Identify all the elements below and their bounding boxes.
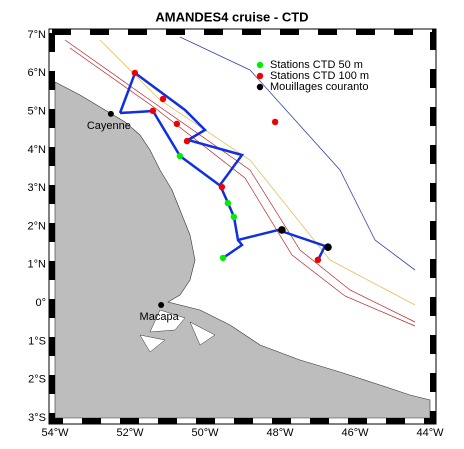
isobath bbox=[64, 39, 416, 323]
x-tick-label: 44°W bbox=[416, 427, 444, 439]
legend-marker bbox=[256, 72, 264, 80]
y-tick-label: 5°N bbox=[28, 106, 47, 118]
land bbox=[54, 81, 431, 419]
x-tick-label: 50°W bbox=[191, 427, 219, 439]
layer: 54°W 52°W 50°W 48°W 46°W 44°W 7°N 6°N 5°N 4°N 3°N 2… bbox=[28, 29, 445, 439]
y-tick-label: 2°S bbox=[28, 374, 46, 386]
y-tick-label: 3°S bbox=[28, 412, 46, 424]
station bbox=[278, 226, 286, 234]
legend-label: Mouillages couranto bbox=[270, 81, 368, 93]
y-tick-label: 6°N bbox=[28, 67, 47, 79]
y-tick-label: 2°N bbox=[28, 220, 47, 232]
legend-label: Stations CTD 50 m bbox=[270, 59, 363, 71]
place-marker bbox=[158, 302, 165, 309]
x-tick-label: 52°W bbox=[116, 427, 144, 439]
station bbox=[218, 183, 226, 191]
y-tick-label: 0° bbox=[35, 297, 46, 309]
station bbox=[314, 256, 322, 264]
x-tick-label: 54°W bbox=[41, 427, 69, 439]
station bbox=[324, 243, 332, 251]
map-title: AMANDES4 cruise - CTD bbox=[155, 9, 308, 24]
legend-marker bbox=[256, 61, 264, 69]
x-tick-label: 48°W bbox=[266, 427, 294, 439]
station bbox=[131, 69, 139, 77]
place-marker bbox=[107, 110, 114, 117]
station bbox=[183, 137, 191, 145]
x-tick-label: 46°W bbox=[341, 427, 369, 439]
y-tick-label: 3°N bbox=[28, 182, 47, 194]
y-tick-label: 1°S bbox=[28, 335, 46, 347]
legend-label: Stations CTD 100 m bbox=[270, 70, 369, 82]
islands bbox=[139, 309, 216, 353]
y-tick-label: 7°N bbox=[28, 29, 47, 41]
isobath bbox=[69, 47, 416, 327]
sea-area bbox=[54, 35, 431, 419]
station bbox=[176, 152, 184, 160]
legend-marker bbox=[256, 83, 264, 91]
station bbox=[219, 254, 227, 262]
y-tick-label: 1°N bbox=[28, 259, 47, 271]
place-label: Cayenne bbox=[87, 120, 131, 132]
station bbox=[173, 120, 181, 128]
place-label: Macapa bbox=[140, 311, 180, 323]
isobath bbox=[179, 36, 416, 271]
station bbox=[271, 118, 279, 126]
station bbox=[149, 107, 157, 115]
station bbox=[224, 199, 232, 207]
station bbox=[230, 213, 238, 221]
isobath bbox=[99, 39, 416, 306]
station bbox=[159, 95, 167, 103]
y-tick-label: 4°N bbox=[28, 144, 47, 156]
